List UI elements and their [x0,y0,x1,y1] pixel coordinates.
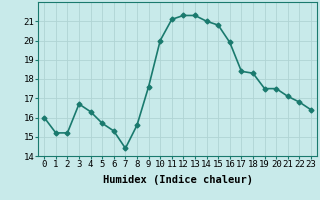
X-axis label: Humidex (Indice chaleur): Humidex (Indice chaleur) [103,175,252,185]
